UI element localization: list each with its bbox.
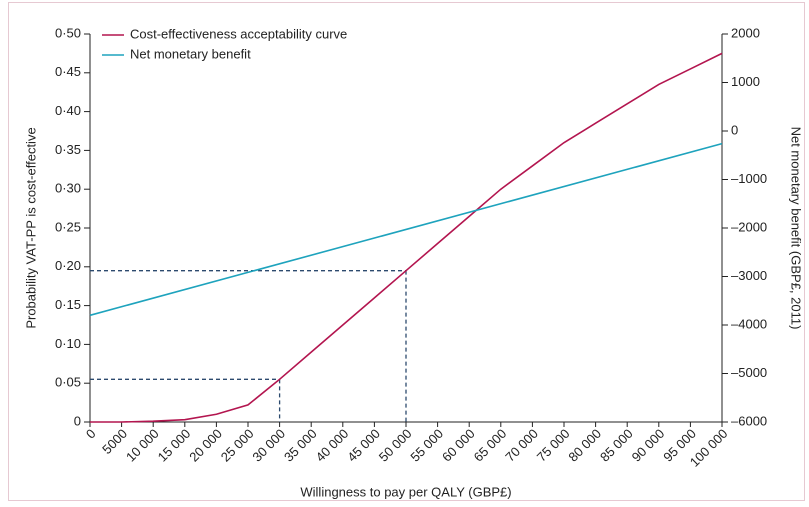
legend-label: Net monetary benefit <box>130 46 251 61</box>
y2-tick-label: 0 <box>731 122 738 137</box>
y-tick-label: 0·35 <box>55 142 81 157</box>
x-tick-label: 55 000 <box>407 426 446 465</box>
x-tick-label: 75 000 <box>534 426 573 465</box>
y-tick-label: 0·50 <box>55 25 81 40</box>
y-tick-label: 0·40 <box>55 103 81 118</box>
y-tick-label: 0·20 <box>55 258 81 273</box>
y2-tick-label: –5000 <box>731 365 767 380</box>
y2-axis-label: Net monetary benefit (GBP£, 2011) <box>789 127 804 330</box>
x-tick-label: 40 000 <box>313 426 352 465</box>
y-tick-label: 0 <box>74 413 81 428</box>
legend-label: Cost-effectiveness acceptability curve <box>130 26 347 41</box>
y2-tick-label: –1000 <box>731 171 767 186</box>
y2-tick-label: –4000 <box>731 316 767 331</box>
x-tick-label: 60 000 <box>439 426 478 465</box>
y-tick-label: 0·30 <box>55 181 81 196</box>
y2-tick-label: 2000 <box>731 25 760 40</box>
x-tick-label: 50 000 <box>376 426 415 465</box>
x-tick-label: 20 000 <box>186 426 225 465</box>
x-tick-label: 85 000 <box>597 426 636 465</box>
frame <box>8 2 805 501</box>
x-axis-label: Willingness to pay per QALY (GBP£) <box>300 484 511 499</box>
x-tick-label: 45 000 <box>344 426 383 465</box>
y-tick-label: 0·45 <box>55 64 81 79</box>
x-tick-label: 0 <box>83 426 99 442</box>
y-tick-label: 0·05 <box>55 375 81 390</box>
x-tick-label: 35 000 <box>281 426 320 465</box>
x-tick-label: 65 000 <box>471 426 510 465</box>
y-tick-label: 0·15 <box>55 297 81 312</box>
y2-tick-label: 1000 <box>731 74 760 89</box>
x-tick-label: 10 000 <box>123 426 162 465</box>
x-tick-label: 70 000 <box>502 426 541 465</box>
x-tick-label: 25 000 <box>218 426 257 465</box>
line <box>89 142 723 317</box>
x-tick-label: 15 000 <box>155 426 194 465</box>
x-tick-label: 90 000 <box>629 426 668 465</box>
y-tick-label: 0·10 <box>55 336 81 351</box>
y2-tick-label: –2000 <box>731 219 767 234</box>
x-tick-label: 80 000 <box>565 426 604 465</box>
y2-tick-label: –3000 <box>731 268 767 283</box>
y-tick-label: 0·25 <box>55 219 81 234</box>
line <box>90 52 723 423</box>
y2-tick-label: –6000 <box>731 413 767 428</box>
y-axis-label: Probability VAT-PP is cost-effective <box>23 127 38 328</box>
x-tick-label: 30 000 <box>249 426 288 465</box>
